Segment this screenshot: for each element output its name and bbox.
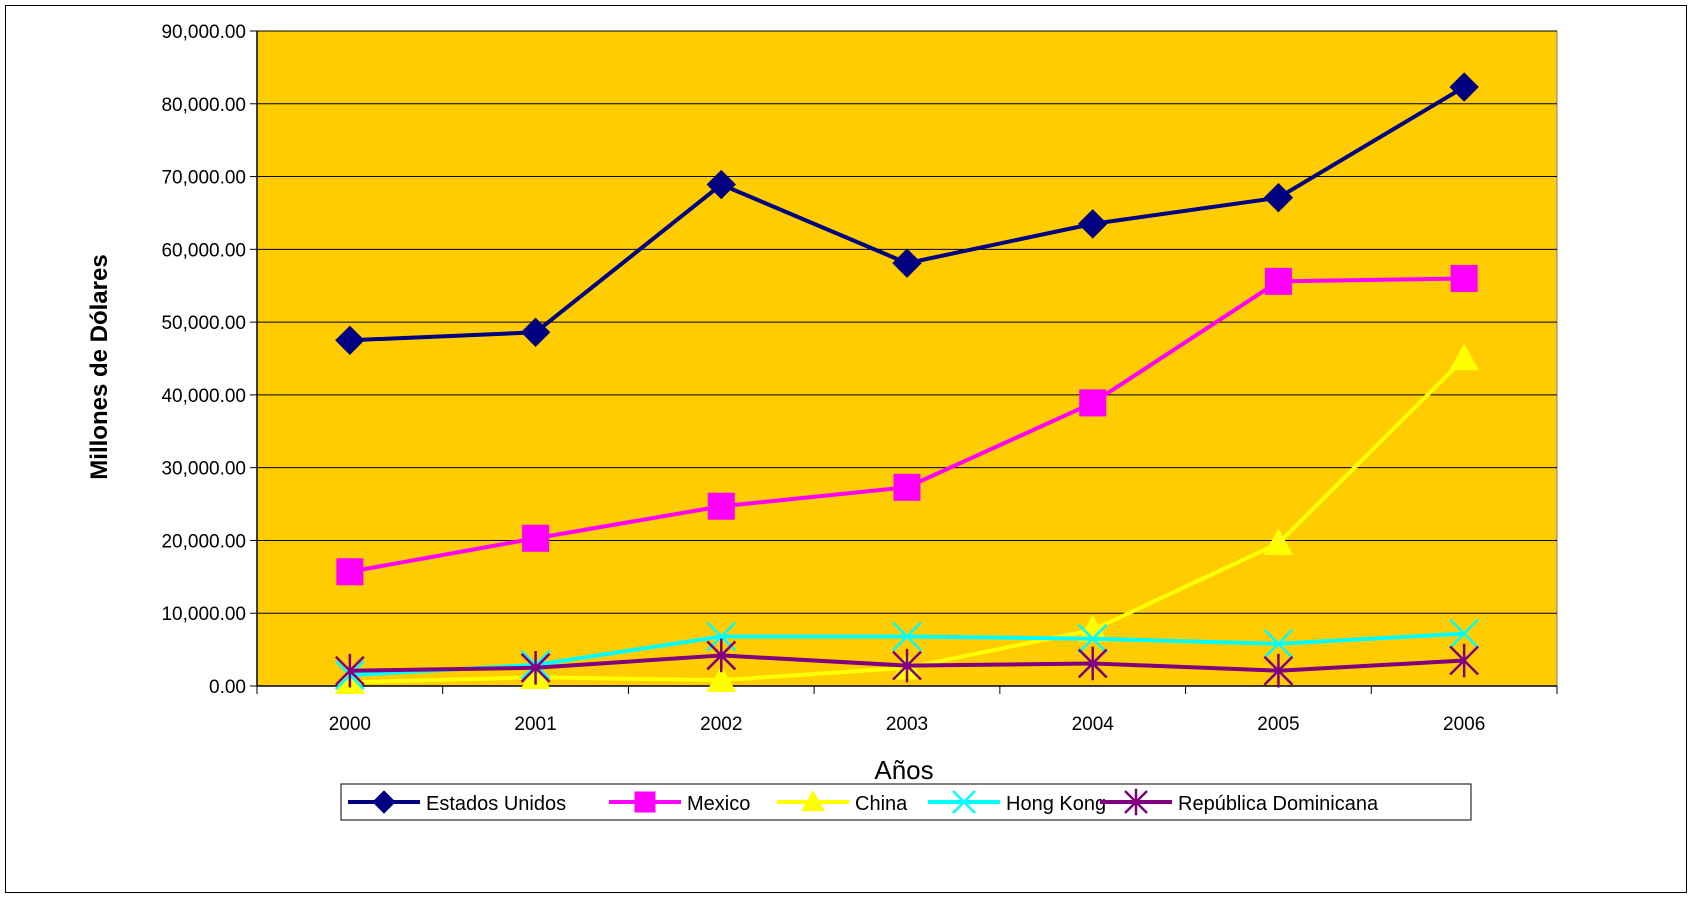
data-point bbox=[706, 169, 736, 200]
y-tick-label: 60,000.00 bbox=[161, 240, 246, 261]
legend-label: Estados Unidos bbox=[426, 793, 566, 815]
y-tick-label: 20,000.00 bbox=[161, 531, 246, 552]
x-tick-label: 2006 bbox=[1443, 714, 1485, 735]
series-5 bbox=[334, 638, 1480, 688]
legend: Estados Unidos Mexico China Hong Kong Repúbl… bbox=[340, 783, 1472, 821]
data-point bbox=[522, 524, 550, 552]
y-axis-label: Millones de Dólares bbox=[86, 254, 113, 479]
series-2 bbox=[336, 264, 1478, 586]
data-point bbox=[1263, 628, 1294, 659]
data-point bbox=[706, 665, 737, 692]
y-tick-label: 50,000.00 bbox=[161, 313, 246, 334]
x-axis-label: Años bbox=[874, 755, 933, 785]
data-point bbox=[706, 638, 737, 673]
x-tick-label: 2002 bbox=[700, 714, 742, 735]
data-point bbox=[707, 492, 735, 520]
legend-marker bbox=[801, 789, 825, 812]
legend-box bbox=[340, 783, 1472, 821]
data-point bbox=[1264, 267, 1292, 295]
data-point bbox=[1263, 653, 1294, 688]
x-tick-label: 2005 bbox=[1257, 714, 1299, 735]
data-point bbox=[1079, 389, 1107, 417]
data-point bbox=[334, 653, 365, 688]
data-point bbox=[1450, 264, 1478, 292]
legend-marker bbox=[952, 790, 976, 814]
data-point bbox=[1449, 72, 1479, 102]
series-1 bbox=[335, 72, 1479, 356]
data-point bbox=[1449, 618, 1480, 649]
data-point bbox=[335, 325, 365, 356]
data-point bbox=[1078, 209, 1108, 239]
data-point bbox=[1449, 643, 1480, 678]
legend-marker bbox=[1124, 788, 1148, 816]
data-point bbox=[336, 558, 364, 586]
data-point bbox=[1449, 343, 1479, 371]
legend-marker bbox=[634, 791, 656, 813]
legend-label: China bbox=[855, 793, 908, 815]
x-tick-label: 2003 bbox=[886, 714, 928, 735]
data-point bbox=[1077, 623, 1108, 654]
legend-label: República Dominicana bbox=[1178, 793, 1379, 815]
y-tick-label: 0.00 bbox=[209, 677, 246, 698]
data-point bbox=[1077, 614, 1108, 642]
data-point bbox=[520, 317, 551, 348]
data-point bbox=[1077, 646, 1108, 681]
y-tick-label: 40,000.00 bbox=[161, 386, 246, 407]
x-tick-label: 2004 bbox=[1072, 714, 1115, 735]
data-point bbox=[892, 648, 922, 683]
legend-marker bbox=[372, 790, 396, 814]
y-tick-label: 10,000.00 bbox=[161, 604, 246, 625]
data-point bbox=[893, 473, 921, 501]
y-tick-label: 80,000.00 bbox=[161, 95, 246, 116]
x-tick-label: 2001 bbox=[514, 714, 556, 735]
x-tick-label: 2000 bbox=[329, 714, 371, 735]
data-point bbox=[520, 651, 551, 685]
y-tick-label: 70,000.00 bbox=[161, 168, 246, 189]
data-point bbox=[1263, 528, 1294, 556]
legend-label: Mexico bbox=[687, 793, 750, 815]
data-point bbox=[1263, 182, 1294, 213]
plot-area bbox=[256, 30, 1558, 687]
y-tick-label: 90,000.00 bbox=[161, 22, 246, 43]
data-point bbox=[892, 248, 922, 278]
legend-label: Hong Kong bbox=[1006, 793, 1106, 815]
data-point bbox=[892, 621, 922, 652]
y-tick-label: 30,000.00 bbox=[161, 459, 246, 480]
